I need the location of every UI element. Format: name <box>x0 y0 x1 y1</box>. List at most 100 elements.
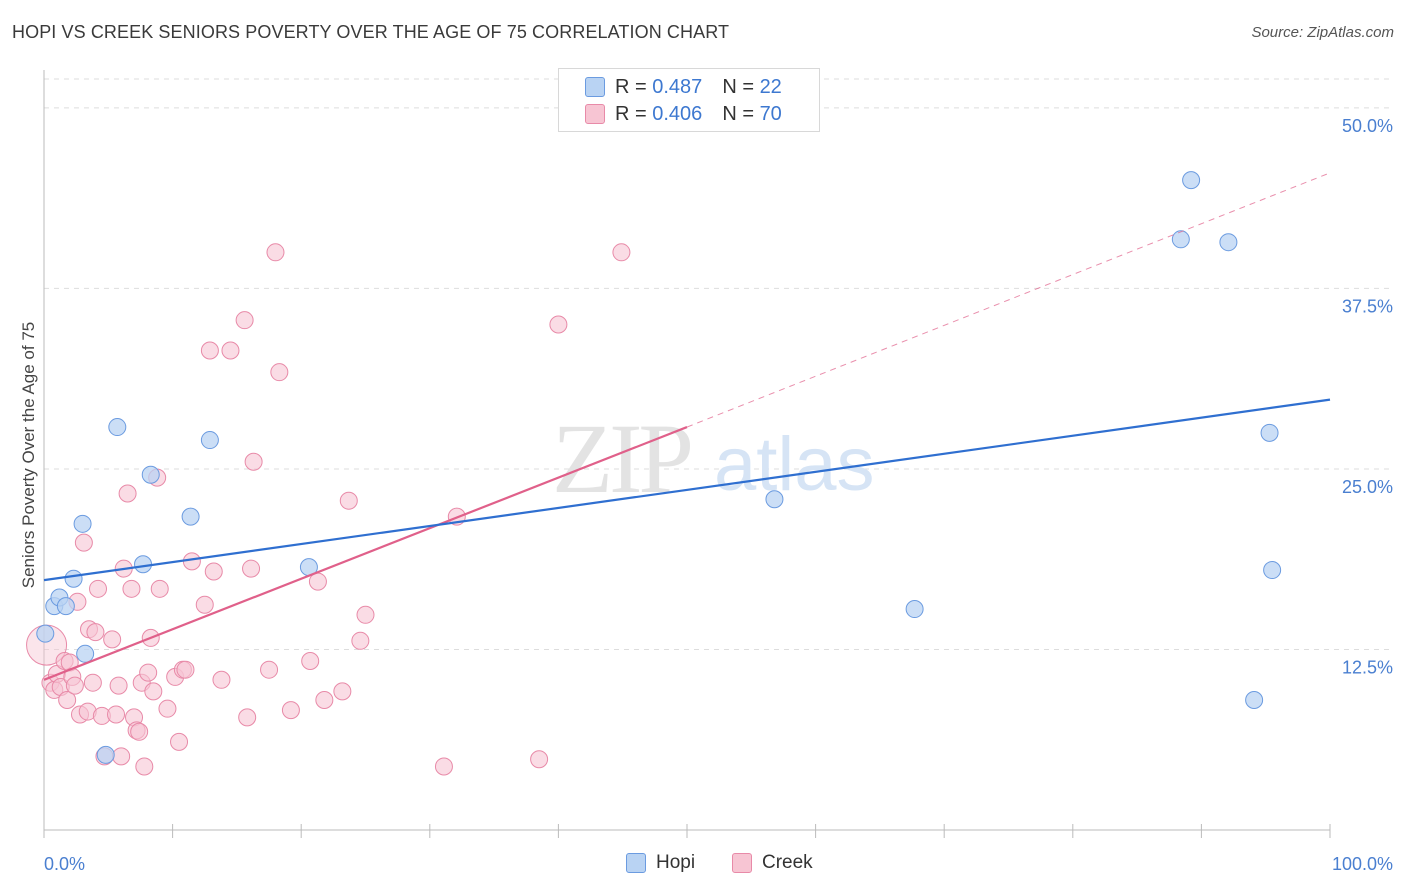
hopi-r-value: 0.487 <box>652 75 703 98</box>
hopi-point <box>1245 691 1264 710</box>
creek-point <box>301 652 320 671</box>
creek-point <box>260 660 279 679</box>
creek-point <box>103 630 122 649</box>
hopi-point <box>200 431 219 450</box>
hopi-point <box>141 465 160 484</box>
hopi-swatch <box>585 77 605 97</box>
creek-legend-label: Creek <box>762 852 813 873</box>
creek-point <box>266 243 285 262</box>
creek-point <box>315 691 334 710</box>
legend-item-creek[interactable]: Creek <box>732 852 813 874</box>
creek-point <box>150 579 169 598</box>
y-tick-label: 50.0% <box>1342 116 1393 136</box>
hopi-point <box>73 514 92 533</box>
hopi-point <box>905 600 924 619</box>
watermark: ZIP atlas <box>552 403 875 514</box>
y-tick-label: 37.5% <box>1342 296 1393 316</box>
creek-point <box>238 708 257 727</box>
hopi-point <box>1260 423 1279 442</box>
creek-point <box>118 484 137 503</box>
creek-point <box>176 660 195 679</box>
creek-point <box>434 757 453 776</box>
y-tick-label: 12.5% <box>1342 657 1393 677</box>
creek-point <box>549 315 568 334</box>
creek-point <box>107 705 126 724</box>
creek-point <box>530 750 549 769</box>
legend-row-creek: R = 0.406 N = 70 <box>585 101 782 127</box>
hopi-n-label: N = <box>722 75 754 98</box>
watermark-atlas: atlas <box>714 422 875 507</box>
creek-point <box>58 691 77 710</box>
creek-point <box>122 579 141 598</box>
hopi-point <box>1219 233 1238 252</box>
hopi-legend-label: Hopi <box>656 852 696 873</box>
creek-point <box>83 673 102 692</box>
creek-point <box>235 311 254 330</box>
hopi-point <box>134 555 153 574</box>
creek-point <box>221 341 240 360</box>
creek-points <box>26 243 631 776</box>
creek-n-label: N = <box>722 102 754 125</box>
creek-r-value: 0.406 <box>652 102 703 125</box>
source-credit: Source: ZipAtlas.com <box>1251 24 1394 41</box>
creek-legend-swatch <box>732 853 752 873</box>
creek-point <box>200 341 219 360</box>
hopi-point <box>1182 171 1201 190</box>
hopi-point <box>1171 230 1190 249</box>
correlation-legend: R = 0.487 N = 22 R = 0.406 N = 70 <box>558 68 820 132</box>
creek-trend-extension <box>686 172 1331 428</box>
creek-swatch <box>585 104 605 124</box>
creek-point <box>89 579 108 598</box>
hopi-point <box>1263 561 1282 580</box>
hopi-r-label: R = <box>615 75 647 98</box>
hopi-point <box>108 418 127 437</box>
hopi-point <box>36 624 55 643</box>
creek-point <box>86 623 105 642</box>
hopi-n-value: 22 <box>759 75 782 98</box>
trend-lines <box>43 172 1331 681</box>
creek-point <box>212 670 231 689</box>
watermark-zip: ZIP <box>552 403 690 514</box>
creek-point <box>242 559 261 578</box>
hopi-point <box>96 745 115 764</box>
creek-point <box>182 552 201 571</box>
creek-point <box>270 363 289 382</box>
creek-n-value: 70 <box>759 102 782 125</box>
x-tick-label: 0.0% <box>44 854 85 874</box>
creek-point <box>112 747 131 766</box>
hopi-trend-line <box>43 398 1331 582</box>
hopi-point <box>181 507 200 526</box>
creek-point <box>74 533 93 552</box>
creek-point <box>244 452 263 471</box>
creek-trend-line <box>43 426 688 681</box>
legend-row-hopi: R = 0.487 N = 22 <box>585 74 782 100</box>
creek-point <box>170 732 189 751</box>
legend-item-hopi[interactable]: Hopi <box>626 852 695 874</box>
creek-point <box>139 663 158 682</box>
creek-r-label: R = <box>615 102 647 125</box>
hopi-legend-swatch <box>626 853 646 873</box>
creek-point <box>130 722 149 741</box>
hopi-point <box>56 597 75 616</box>
creek-point <box>109 676 128 695</box>
creek-point <box>339 491 358 510</box>
hopi-points <box>36 171 1282 764</box>
creek-point <box>281 701 300 720</box>
axes <box>43 70 1331 838</box>
y-axis-label: Seniors Poverty Over the Age of 75 <box>19 322 38 588</box>
y-tick-label: 25.0% <box>1342 477 1393 497</box>
creek-point <box>65 676 84 695</box>
creek-point <box>204 562 223 581</box>
creek-point <box>333 682 352 701</box>
creek-point <box>135 757 154 776</box>
creek-point <box>144 682 163 701</box>
hopi-point <box>765 490 784 509</box>
creek-point <box>351 631 370 650</box>
hopi-point <box>76 644 95 663</box>
series-legend: Hopi Creek <box>0 852 1406 878</box>
hopi-point <box>64 569 83 588</box>
creek-point <box>158 699 177 718</box>
tick-labels: 12.5% 25.0% 37.5% 50.0% 0.0% 100.0% <box>44 116 1393 874</box>
creek-point <box>356 605 375 624</box>
